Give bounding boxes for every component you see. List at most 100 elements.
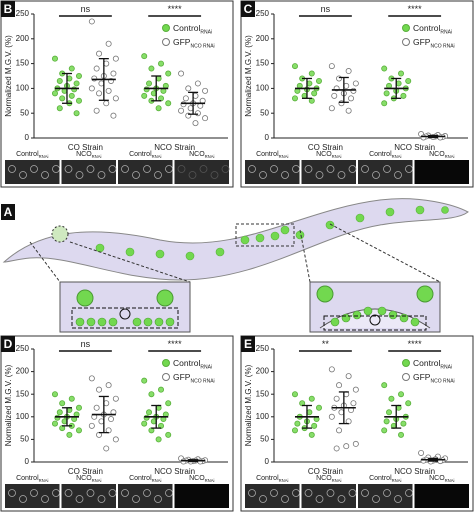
legend-marker xyxy=(162,38,170,46)
data-point xyxy=(345,107,352,114)
legend-sub: RNAi xyxy=(440,30,452,36)
cell xyxy=(165,165,173,173)
data-point xyxy=(68,92,75,99)
image-label: ControlRNAi xyxy=(129,151,161,159)
data-point xyxy=(112,395,119,402)
cell xyxy=(52,489,60,497)
cell xyxy=(372,171,380,179)
label-text: NCO xyxy=(189,475,205,482)
panel-frame xyxy=(0,335,234,512)
label-text: NCO xyxy=(429,151,445,158)
data-point xyxy=(202,87,209,94)
image-label: ControlRNAi xyxy=(369,151,401,159)
data-point xyxy=(75,427,82,434)
legend-name: GFP xyxy=(173,37,191,47)
label-sub: RNAi xyxy=(445,478,455,483)
significance-label: ** xyxy=(322,339,330,349)
data-point xyxy=(197,458,204,465)
data-point xyxy=(88,18,95,25)
data-point xyxy=(352,80,359,87)
data-point xyxy=(345,373,352,380)
data-point xyxy=(185,85,192,92)
data-point xyxy=(165,70,172,77)
legend-sub: NCO RNAi xyxy=(190,44,214,50)
label-sub: RNAi xyxy=(332,478,342,483)
data-point xyxy=(398,70,405,77)
cell xyxy=(394,171,402,179)
cell xyxy=(86,165,95,173)
cell xyxy=(326,489,335,497)
data-point xyxy=(110,112,117,119)
significance-label: ns xyxy=(81,339,91,349)
data-point xyxy=(437,134,444,141)
label-sub: RNAi xyxy=(445,154,455,159)
data-point xyxy=(291,63,298,70)
data-point xyxy=(383,90,390,97)
data-point xyxy=(158,60,165,67)
y-tick-label: 150 xyxy=(256,59,270,68)
y-axis-label: Normalized M.G.V. (%) xyxy=(4,364,13,446)
data-point xyxy=(315,404,322,411)
label-text: NCO xyxy=(429,475,445,482)
legend-sub: NCO RNAi xyxy=(430,44,454,50)
panel-badge xyxy=(1,204,15,220)
category-label: NCO Strain xyxy=(394,467,435,476)
data-point xyxy=(96,386,103,393)
image-label: NCORNAi xyxy=(76,475,101,483)
data-point xyxy=(112,95,119,102)
data-point xyxy=(333,445,340,452)
data-point xyxy=(75,404,82,411)
cell xyxy=(405,489,413,497)
data-point xyxy=(93,404,100,411)
data-point xyxy=(180,101,187,108)
data-point xyxy=(350,87,357,94)
significance-label: **** xyxy=(408,4,423,14)
data-point xyxy=(178,70,185,77)
cell xyxy=(41,171,49,179)
data-point xyxy=(148,65,155,72)
label-sub: RNAi xyxy=(392,478,402,483)
data-point xyxy=(420,457,427,464)
cell xyxy=(337,495,346,503)
nucleus xyxy=(156,289,174,307)
y-tick-label: 0 xyxy=(265,457,270,466)
legend-label: GFPNCO RNAi xyxy=(173,372,215,385)
data-point xyxy=(108,416,115,423)
legend-name: Control xyxy=(413,23,441,33)
y-tick-label: 50 xyxy=(260,435,269,444)
cell xyxy=(19,495,27,503)
nucleus xyxy=(76,289,94,307)
legend-label: ControlRNAi xyxy=(413,358,452,371)
data-point xyxy=(381,100,388,107)
cell xyxy=(19,171,27,179)
data-point xyxy=(155,436,162,443)
nucleus xyxy=(316,285,334,303)
y-tick-label: 150 xyxy=(256,389,270,398)
y-tick-label: 100 xyxy=(16,84,30,93)
label-text: NCO xyxy=(316,151,332,158)
data-point xyxy=(352,386,359,393)
y-tick-label: 250 xyxy=(256,9,270,18)
cell xyxy=(348,165,357,173)
panel-badge xyxy=(1,1,15,17)
image-label: ControlRNAi xyxy=(16,151,48,159)
y-tick-label: 0 xyxy=(265,133,270,142)
y-axis-label: Normalized M.G.V. (%) xyxy=(244,35,253,117)
y-tick-label: 200 xyxy=(16,367,30,376)
data-point xyxy=(73,110,80,117)
cell xyxy=(75,171,84,179)
data-point xyxy=(336,382,343,389)
data-point xyxy=(143,86,150,93)
data-point xyxy=(328,366,335,373)
cell xyxy=(315,171,324,179)
data-point xyxy=(112,55,119,62)
cell xyxy=(304,489,313,497)
nucleus xyxy=(369,314,381,326)
data-point xyxy=(59,400,66,407)
data-point xyxy=(388,395,395,402)
data-point xyxy=(158,386,165,393)
data-point xyxy=(112,436,119,443)
data-point xyxy=(68,395,75,402)
cell xyxy=(165,489,173,497)
legend-marker xyxy=(402,373,410,381)
